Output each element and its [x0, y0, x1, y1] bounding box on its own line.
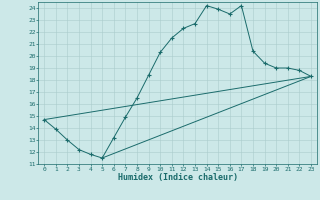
X-axis label: Humidex (Indice chaleur): Humidex (Indice chaleur) — [118, 173, 238, 182]
